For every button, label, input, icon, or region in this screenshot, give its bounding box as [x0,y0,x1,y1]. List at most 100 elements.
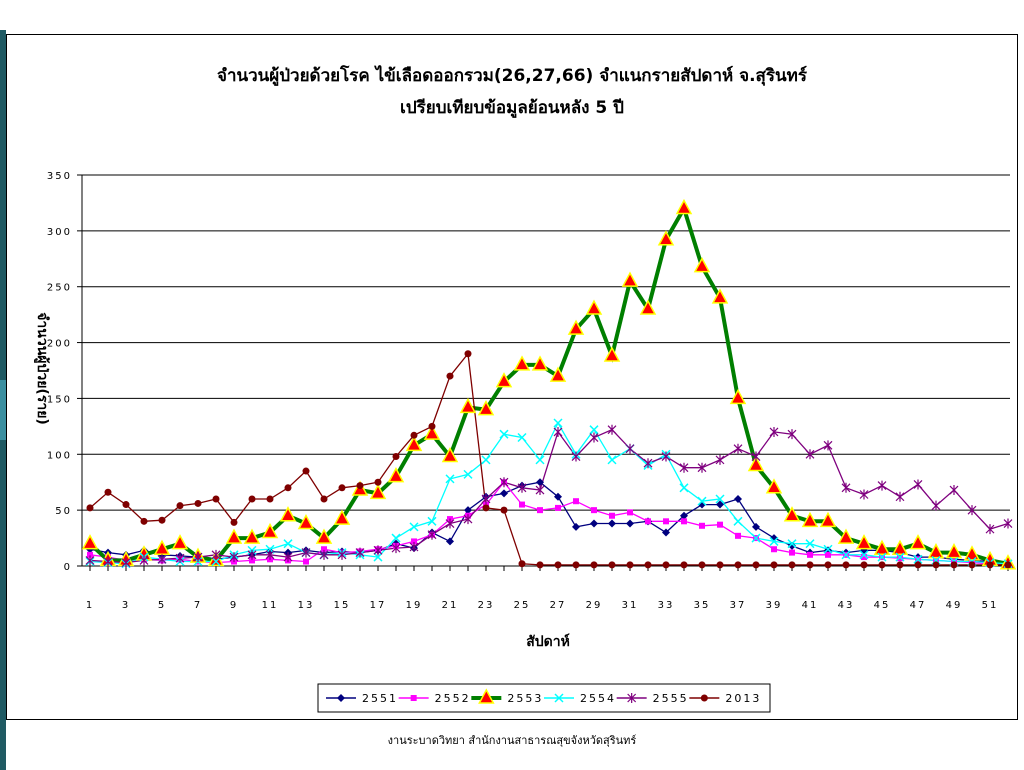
point-2553-w27 [549,366,567,382]
series-line-2013 [89,352,1008,566]
point-2551-w36 [716,500,724,509]
point-2554-w12 [283,539,293,549]
point-2553-w13 [297,513,315,530]
point-2555-w43 [841,482,851,493]
series-line-2553 [88,203,1009,566]
legend-marker-2552 [410,695,417,701]
point-2013-w7 [194,499,202,507]
x-tick-label-23: 23 [478,600,495,611]
point-2553-w9 [225,528,243,544]
point-2553-w18 [387,467,405,483]
point-2555-w32 [643,458,653,469]
point-2552-w32 [645,518,651,525]
point-2553-w35 [693,257,711,273]
point-2013-w12 [284,484,292,492]
point-2553-w26 [531,355,549,371]
point-2013-w48 [932,561,940,569]
point-2013-w34 [680,561,688,569]
point-2553-w50 [963,545,981,561]
point-2553-w38 [747,455,765,472]
y-tick-label-150: 150 [47,394,72,405]
x-tick-label-31: 31 [622,600,639,611]
point-2554-w25 [517,432,527,443]
x-tick-label-27: 27 [550,600,567,611]
point-2552-w30 [609,512,615,519]
point-2554-w20 [427,516,437,526]
point-2013-w20 [428,422,436,430]
point-2551-w24 [500,489,508,498]
point-2013-w32 [644,561,652,569]
x-tick-label-33: 33 [658,600,675,611]
y-tick-label-0: 0 [64,562,72,573]
point-2013-w1 [86,504,94,512]
point-2555-w6 [175,553,185,564]
point-2553-w19 [405,435,423,452]
point-2552-w46 [897,555,903,562]
point-2552-w25 [519,501,525,508]
point-2554-w37 [733,516,743,526]
point-2552-w42 [825,551,831,558]
point-2555-w2 [103,556,113,567]
point-2013-w3 [122,501,130,509]
point-2551-w37 [734,494,742,503]
point-2553-w49 [945,543,963,559]
x-tick-label-51: 51 [982,600,999,611]
x-tick-label-37: 37 [730,600,747,611]
point-2013-w23 [482,504,490,512]
point-2555-w12 [283,552,293,563]
point-2555-w25 [517,482,527,493]
point-2555-w17 [373,545,383,556]
point-2013-w52 [1004,561,1012,569]
point-2554-w24 [499,429,509,439]
point-2013-w19 [410,431,418,439]
point-2013-w29 [590,561,598,569]
point-2013-w49 [950,561,958,569]
point-2013-w15 [338,484,346,492]
point-2013-w30 [608,561,616,569]
point-2013-w39 [770,561,778,569]
point-2013-w44 [860,561,868,569]
point-2552-w41 [807,551,813,558]
point-2552-w34 [681,518,687,525]
point-2013-w46 [896,561,904,569]
point-2553-w14 [315,528,333,544]
point-2013-w5 [158,516,166,524]
point-2554-w23 [481,455,491,465]
point-2554-w8 [211,557,221,567]
legend-marker-2551 [337,694,345,702]
point-2553-w15 [333,509,351,525]
point-2555-w31 [625,443,635,454]
point-2013-w47 [914,561,922,569]
x-tick-label-35: 35 [694,600,711,611]
x-tick-label-13: 13 [298,600,315,611]
point-2553-w28 [567,319,585,335]
point-2554-w19 [409,522,419,532]
point-2013-w41 [806,561,814,569]
x-tick-label-47: 47 [910,600,927,611]
point-2552-w28 [573,498,579,505]
point-2555-w11 [265,549,275,560]
x-tick-label-15: 15 [334,600,351,611]
legend-marker-2555 [627,693,637,703]
point-2555-w20 [427,529,437,540]
point-2552-w1 [87,551,93,558]
point-2013-w13 [302,467,310,475]
point-2013-w25 [518,560,526,568]
point-2555-w18 [391,543,401,554]
point-2013-w35 [698,561,706,569]
point-2554-w41 [805,539,815,549]
point-2555-w48 [931,500,941,511]
point-2013-w9 [230,518,238,526]
point-2554-w18 [391,533,401,543]
point-2555-w27 [553,426,563,437]
point-2551-w26 [536,478,544,487]
legend-label-2555: 2555 [653,692,689,705]
point-2552-w33 [663,518,669,525]
point-2013-w50 [968,561,976,569]
point-2554-w38 [751,533,761,543]
point-2554-w27 [553,418,563,428]
point-2013-w36 [716,561,724,569]
point-2552-w29 [591,507,597,514]
point-2553-w1 [81,534,99,550]
y-tick-label-100: 100 [47,450,72,461]
